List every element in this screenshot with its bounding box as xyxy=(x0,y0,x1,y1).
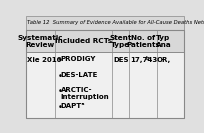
Text: Systematic
Review: Systematic Review xyxy=(17,35,63,48)
Bar xyxy=(26,52,184,118)
Text: DAPTᵃ: DAPTᵃ xyxy=(61,103,85,109)
Text: •: • xyxy=(58,56,62,65)
Text: Included RCTs: Included RCTs xyxy=(55,38,112,44)
Text: No. of
Patients: No. of Patients xyxy=(126,35,160,48)
Text: 17,743: 17,743 xyxy=(131,57,158,63)
Bar xyxy=(26,16,184,30)
Text: Stent
Type: Stent Type xyxy=(110,35,132,48)
Text: Table 12  Summary of Evidence Available for All-Cause Deaths Network Meta-analys: Table 12 Summary of Evidence Available f… xyxy=(27,20,204,25)
Text: •: • xyxy=(58,72,62,81)
Text: OR,: OR, xyxy=(156,57,171,63)
Text: b: b xyxy=(146,56,149,61)
Text: Typ
Ana: Typ Ana xyxy=(156,35,171,48)
Text: •: • xyxy=(58,103,62,112)
Text: DES: DES xyxy=(113,57,129,63)
Text: ARCTIC-
Interruption: ARCTIC- Interruption xyxy=(61,87,109,100)
Text: PRODIGY: PRODIGY xyxy=(61,56,96,62)
Bar xyxy=(26,30,184,118)
Text: •: • xyxy=(58,87,62,96)
Text: DES-LATE: DES-LATE xyxy=(61,72,98,78)
Text: Xie 2016: Xie 2016 xyxy=(27,57,62,63)
Bar xyxy=(26,30,184,52)
